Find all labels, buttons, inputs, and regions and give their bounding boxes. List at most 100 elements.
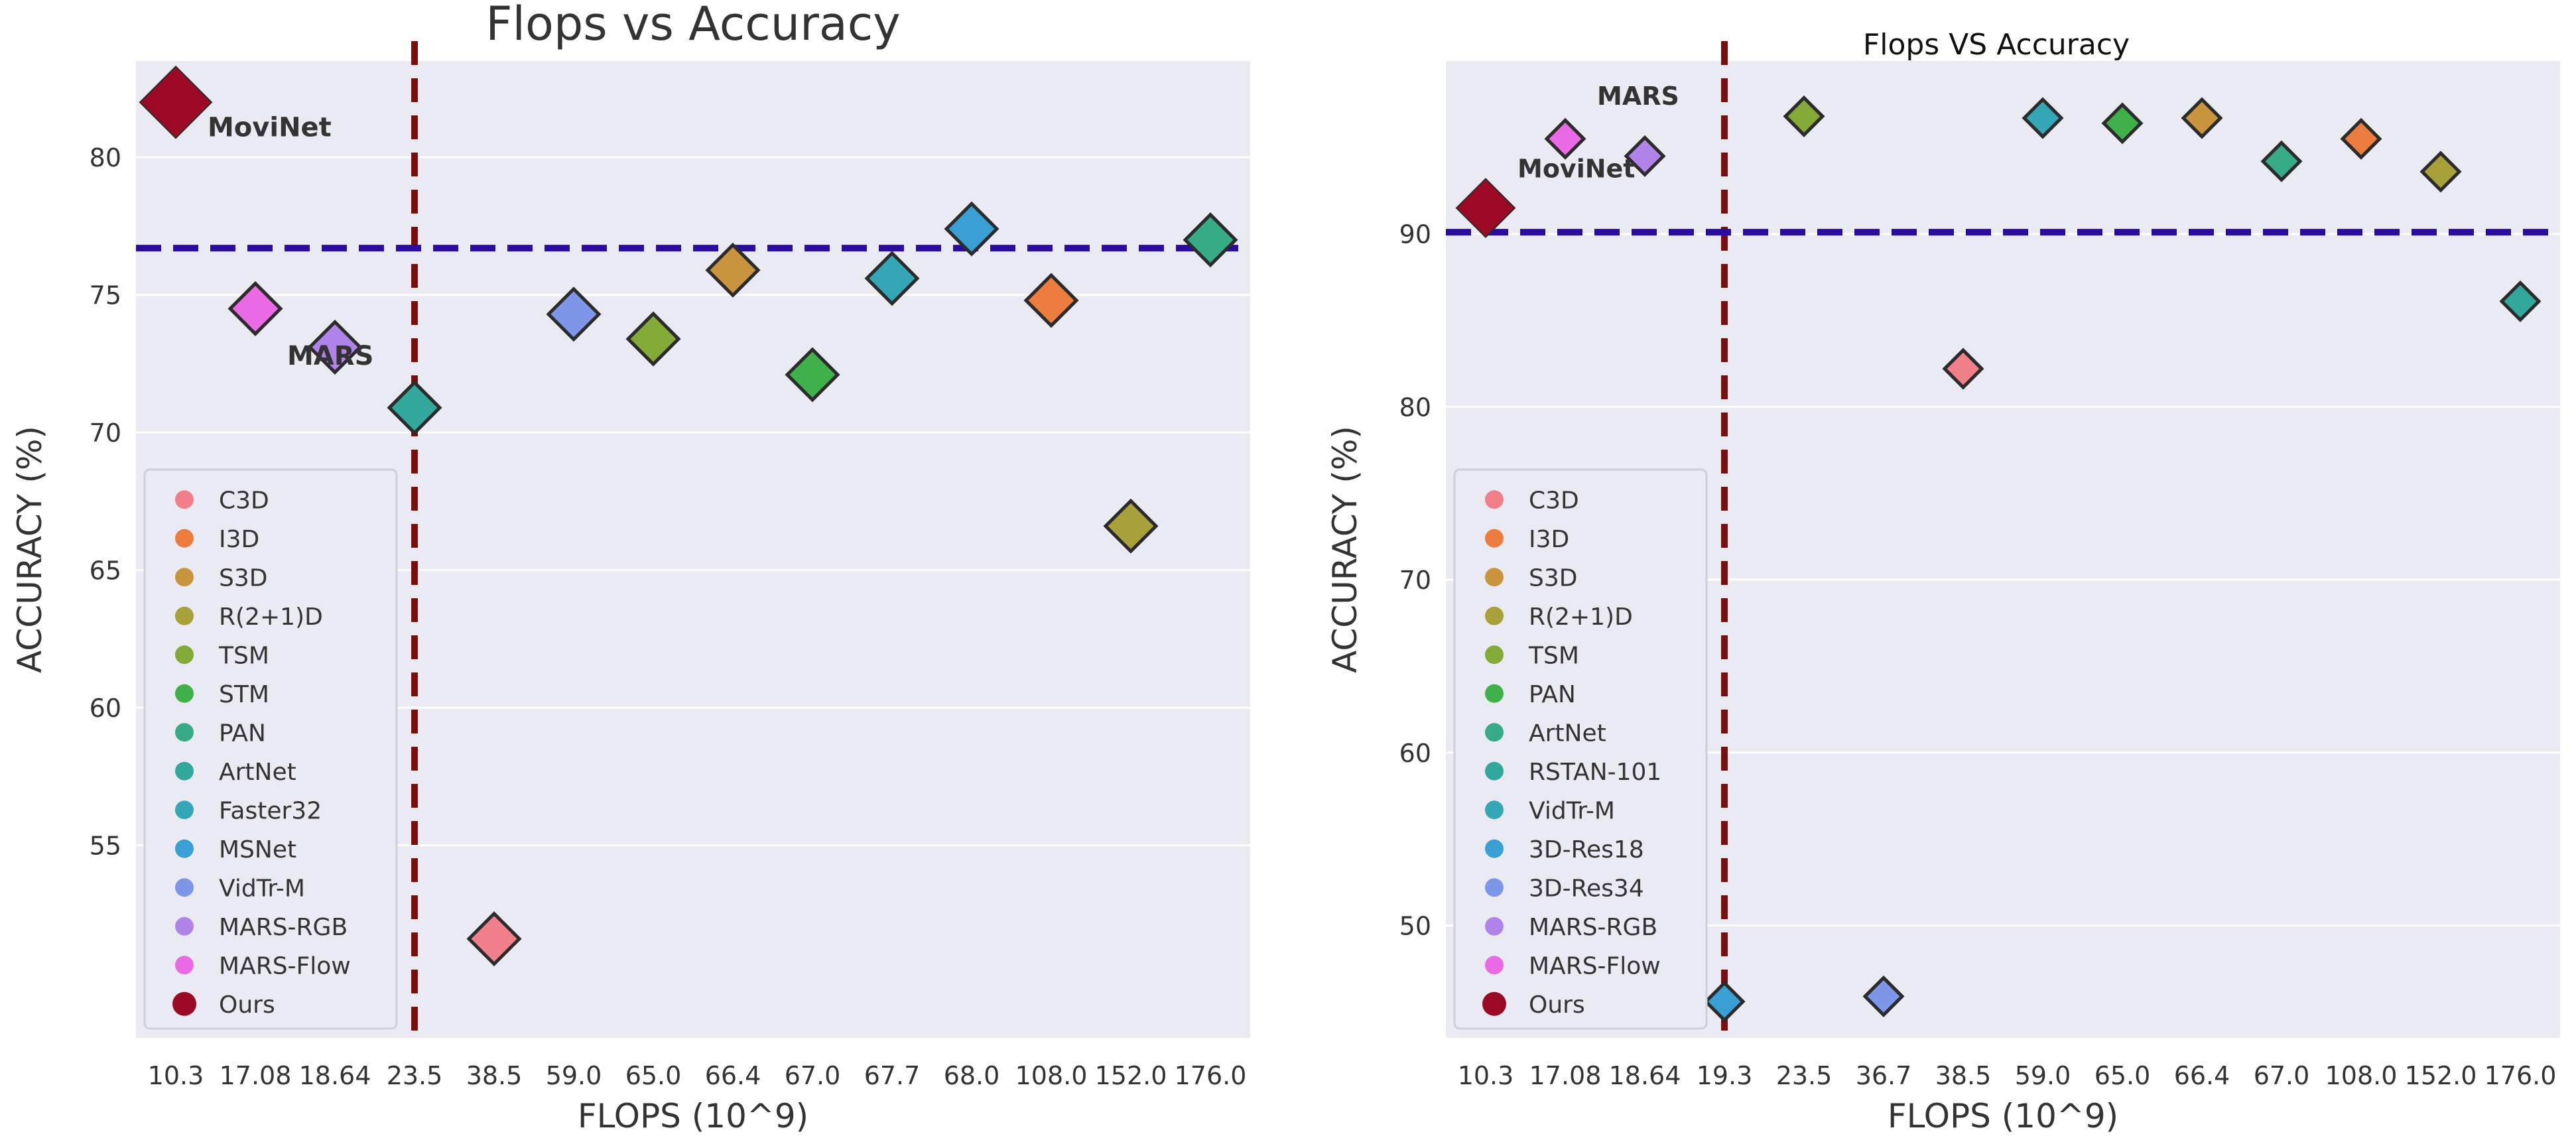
chart2-legend-marker [1482, 991, 1506, 1016]
chart2-xtick-label: 18.64 [1609, 1061, 1681, 1090]
chart1-xtick-label: 59.0 [546, 1061, 602, 1090]
chart2-legend-label: Ours [1529, 991, 1585, 1019]
chart2-point-tsm [1783, 95, 1825, 137]
chart2-xlabel: FLOPS (10^9) [1888, 1097, 2118, 1135]
chart2-legend-label: 3D-Res18 [1529, 836, 1644, 863]
chart1-legend-box [143, 468, 398, 1030]
chart1-legend-marker [175, 956, 194, 975]
chart1-xtick-label: 17.08 [220, 1061, 292, 1090]
chart2-legend-marker [1485, 723, 1504, 742]
chart2-legend-marker [1485, 800, 1504, 820]
chart2-legend-label: I3D [1529, 526, 1569, 553]
chart1-legend-label: Faster32 [219, 797, 322, 824]
chart1-legend-label: PAN [219, 720, 266, 747]
chart2-xtick-label: 67.0 [2254, 1061, 2310, 1090]
chart1-xtick-label: 176.0 [1175, 1061, 1247, 1090]
chart1-legend-marker [175, 568, 194, 587]
chart2-point-pan [2101, 102, 2144, 145]
chart2-legend-marker [1485, 761, 1504, 781]
chart1-ytick-label: 65 [90, 556, 121, 586]
chart1-legend-marker [175, 761, 194, 781]
chart1-xtick-label: 67.7 [864, 1061, 921, 1090]
chart1-legend-label: MARS-Flow [219, 952, 351, 980]
chart1-point-stm [785, 347, 840, 403]
chart2-ytick-label: 50 [1399, 912, 1431, 941]
chart2-xtick-label: 176.0 [2484, 1061, 2557, 1090]
chart2-legend-label: PAN [1529, 681, 1576, 708]
chart1-legend-label: STM [219, 681, 269, 708]
chart2-xtick-label: 36.7 [1856, 1061, 1912, 1090]
chart1-legend-label: C3D [219, 487, 269, 514]
chart1-legend-label: TSM [218, 642, 269, 669]
chart1-annotation-mars: MARS [287, 341, 373, 371]
chart2-legend-marker [1485, 529, 1504, 548]
chart1-xtick-label: 68.0 [944, 1061, 1000, 1090]
chart1-xtick-label: 38.5 [466, 1061, 523, 1090]
chart2-xtick-label: 108.0 [2325, 1061, 2398, 1090]
chart2-point-rstan-101 [2499, 280, 2542, 322]
chart1-legend-label: VidTr-M [219, 875, 305, 902]
chart2-point-i3d [2340, 117, 2382, 160]
chart2-ylabel: ACCURACY (%) [1326, 426, 1364, 673]
chart2-ytick-label: 80 [1399, 393, 1431, 422]
chart1-legend-label: S3D [219, 564, 267, 592]
chart1-ytick-label: 55 [90, 832, 121, 861]
chart1-point-i3d [1023, 273, 1079, 328]
chart2-xtick-label: 10.3 [1458, 1061, 1514, 1090]
chart1-legend-marker [175, 917, 194, 936]
chart1-ytick-label: 60 [90, 694, 121, 723]
chart2-legend-label: MARS-RGB [1529, 914, 1657, 941]
chart1-ylabel: ACCURACY (%) [11, 426, 49, 673]
chart2-point-r-2-1-d [2419, 151, 2462, 193]
chart2-legend-marker [1485, 606, 1504, 625]
chart2-point-3d-res34 [1862, 975, 1905, 1017]
chart1-legend-label: R(2+1)D [219, 603, 323, 631]
chart2-legend-label: ArtNet [1529, 720, 1606, 747]
chart1-point-s3d [705, 242, 761, 298]
chart2-point-3d-res18 [1703, 980, 1746, 1023]
chart1-point-mars-flow [227, 281, 283, 336]
chart2-ytick-label: 90 [1399, 220, 1431, 249]
chart2-point-artnet [2260, 140, 2303, 182]
chart2-legend-label: 3D-Res34 [1529, 875, 1644, 902]
chart2-legend-box [1453, 468, 1708, 1030]
chart1-legend-marker [175, 723, 194, 742]
chart1-point-mars-rgb [307, 319, 363, 375]
chart2-annotation-movinet: MoviNet [1517, 155, 1635, 184]
chart2-xtick-label: 17.08 [1529, 1061, 1602, 1090]
chart1-legend-label: Ours [219, 991, 275, 1019]
chart1-legend-label: ArtNet [219, 759, 296, 786]
chart2-ytick-label: 60 [1399, 739, 1431, 768]
chart1-point-tsm [625, 311, 681, 367]
chart2-ytick-label: 70 [1399, 566, 1431, 595]
chart2-xtick-label: 152.0 [2405, 1061, 2477, 1090]
chart2-legend-marker [1485, 568, 1504, 587]
chart1-title: Flops vs Accuracy [485, 0, 900, 51]
chart2-legend-label: R(2+1)D [1529, 603, 1633, 631]
chart2-annotation-mars: MARS [1597, 82, 1679, 111]
chart2-point-mars-flow [1544, 117, 1586, 160]
chart1-legend-marker [175, 490, 194, 509]
chart1-xtick-label: 152.0 [1095, 1061, 1167, 1090]
chart2-legend-label: TSM [1528, 642, 1579, 669]
chart1-xtick-label: 67.0 [785, 1061, 841, 1090]
chart2-legend-label: RSTAN-101 [1529, 759, 1661, 786]
chart2-legend-label: VidTr-M [1529, 797, 1615, 824]
chart1-point-faster32 [864, 251, 920, 306]
chart1-point-r-2-1-d [1103, 498, 1159, 554]
chart1-point-msnet [944, 201, 999, 257]
chart1-legend-marker [175, 684, 194, 703]
chart2-title: Flops VS Accuracy [1863, 28, 2130, 62]
chart2-point-mars-rgb [1624, 135, 1666, 177]
chart1-legend-marker [175, 645, 194, 665]
chart1-point-pan [1183, 212, 1238, 268]
chart2-point-s3d [2181, 97, 2223, 139]
chart1-legend-marker [175, 606, 194, 625]
chart1-xtick-label: 66.4 [705, 1061, 761, 1090]
chart1-xtick-label: 23.5 [387, 1061, 443, 1090]
chart2-legend-label: C3D [1529, 487, 1579, 514]
chart1-legend-label: I3D [219, 526, 259, 553]
chart1-xtick-label: 18.64 [299, 1061, 371, 1090]
chart1-annotation-movinet: MoviNet [208, 113, 332, 143]
